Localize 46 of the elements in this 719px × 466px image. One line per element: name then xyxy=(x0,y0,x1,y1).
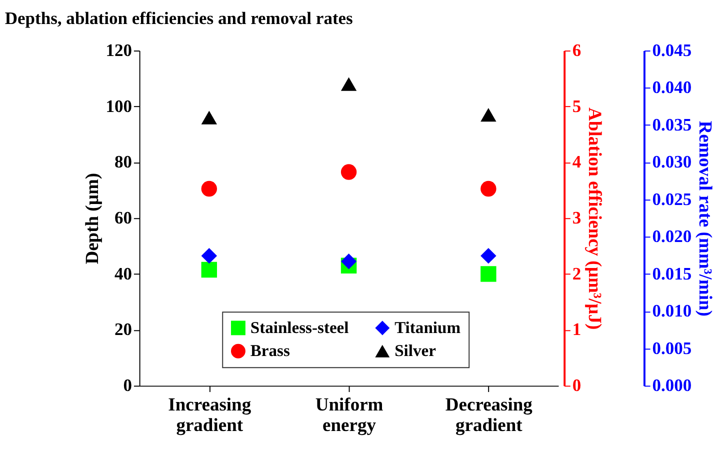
point xyxy=(340,77,357,91)
y3-tick-label: 0.005 xyxy=(652,338,692,358)
legend-label: Stainless-steel xyxy=(250,318,350,337)
y3-tick-label: 0.045 xyxy=(652,40,692,60)
x-tick-label: Increasing gradient xyxy=(168,396,252,436)
y2-axis-title: Ablation efficiency (µm³/µJ) xyxy=(584,108,604,330)
y3-tick-label: 0.040 xyxy=(652,77,692,98)
y-tick-label: 120 xyxy=(106,40,132,60)
y-tick-label: 20 xyxy=(114,319,132,340)
y2-tick-label: 3 xyxy=(572,207,582,228)
y2-tick-label: 4 xyxy=(572,152,582,172)
point xyxy=(201,110,217,124)
y-tick-label: 100 xyxy=(106,96,132,116)
y2-tick-label: 1 xyxy=(572,319,582,340)
y3-tick-label: 0.000 xyxy=(652,375,692,396)
y3-tick-label: 0.010 xyxy=(652,300,692,321)
y3-axis-title: Removal rate (mm³/min) xyxy=(694,120,715,316)
legend-label: Silver xyxy=(394,340,436,360)
y2-tick-label: 6 xyxy=(572,40,582,60)
point xyxy=(201,248,217,264)
point xyxy=(480,180,496,197)
y3-tick-label: 0.015 xyxy=(652,263,692,284)
y-tick-label: 40 xyxy=(114,263,132,284)
y-tick-label: 0 xyxy=(123,375,132,396)
y3-tick-label: 0.020 xyxy=(652,226,692,246)
point xyxy=(201,180,217,197)
y-tick-label: 80 xyxy=(114,152,132,172)
y2-tick-label: 5 xyxy=(572,96,582,116)
point xyxy=(480,108,496,122)
point xyxy=(201,262,217,278)
x-tick-label: Uniform energy xyxy=(315,396,384,436)
point xyxy=(340,254,357,270)
legend-label: Brass xyxy=(250,340,290,360)
legend-label: Titanium xyxy=(394,318,461,337)
y-tick-label: 60 xyxy=(114,207,132,228)
point xyxy=(340,164,357,180)
y2-tick-label: 2 xyxy=(572,263,582,284)
y2-tick-label: 0 xyxy=(572,375,582,396)
x-tick-label: Decreasing gradient xyxy=(445,396,534,436)
point xyxy=(480,248,496,264)
y3-tick-label: 0.030 xyxy=(652,152,692,172)
y-axis-title: Depth (µm) xyxy=(82,172,103,264)
chart-title: Depths, ablation efficiencies and removal rates xyxy=(4,8,354,28)
point xyxy=(480,266,496,282)
y3-tick-label: 0.035 xyxy=(652,114,692,134)
y3-tick-label: 0.025 xyxy=(652,188,692,209)
